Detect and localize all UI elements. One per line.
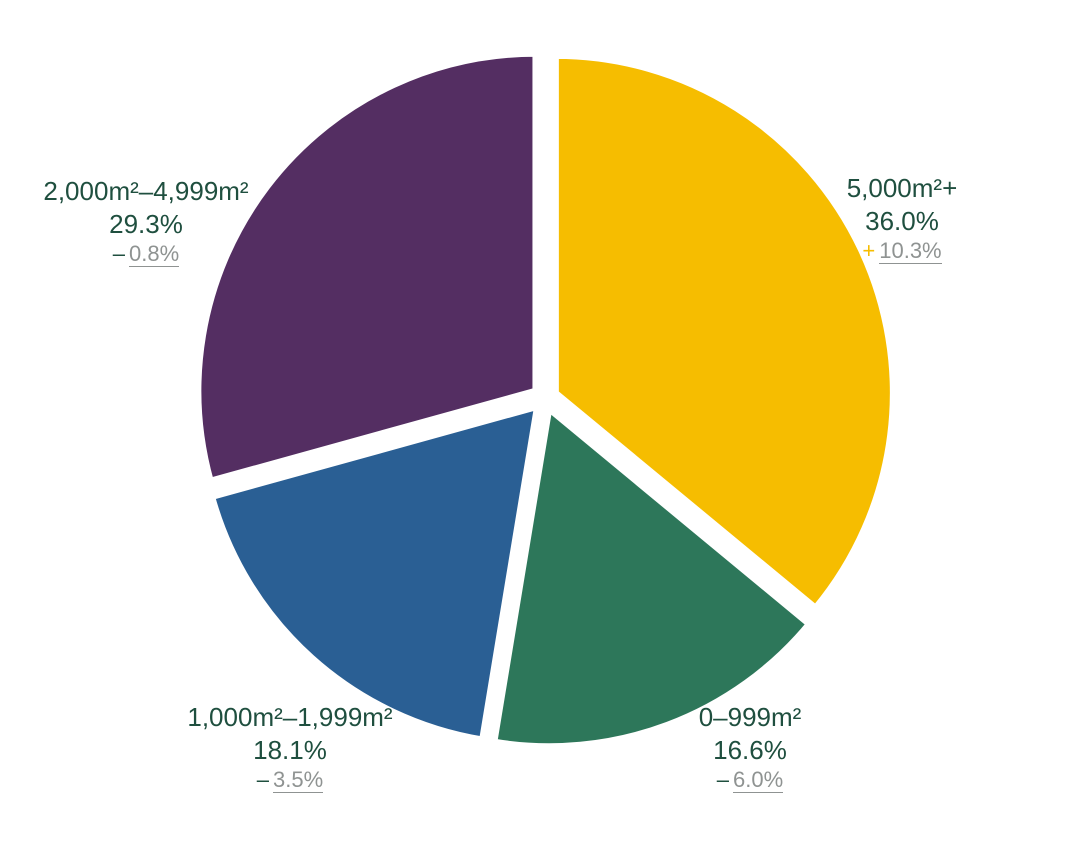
- slice-change: –6.0%: [610, 766, 890, 794]
- slice-category: 5,000m²+: [846, 173, 958, 203]
- change-value: 0.8%: [129, 241, 180, 267]
- slice-change: –3.5%: [150, 766, 430, 794]
- change-sign: –: [112, 241, 126, 266]
- change-value: 3.5%: [273, 767, 324, 793]
- slice-percentage: 36.0%: [865, 205, 939, 236]
- slice-percentage: 16.6%: [713, 734, 787, 765]
- slice-label-1000-1999: 1,000m²–1,999m² 18.1% –3.5%: [150, 701, 430, 794]
- slice-change: –0.8%: [6, 240, 286, 268]
- pie-slice-1000: [209, 403, 540, 743]
- change-sign: +: [862, 238, 876, 263]
- slice-percentage: 18.1%: [253, 734, 327, 765]
- slice-label-0-999: 0–999m² 16.6% –6.0%: [610, 701, 890, 794]
- slice-category: 1,000m²–1,999m²: [187, 702, 393, 732]
- slice-category: 0–999m²: [698, 702, 802, 732]
- pie-slice-5000: [552, 52, 896, 611]
- change-sign: –: [716, 767, 730, 792]
- pie-slice-0: [491, 406, 812, 750]
- change-sign: –: [256, 767, 270, 792]
- slice-label-5000-plus: 5,000m²+ 36.0% +10.3%: [762, 172, 1042, 265]
- slice-category: 2,000m²–4,999m²: [43, 176, 249, 206]
- slice-percentage: 29.3%: [109, 208, 183, 239]
- slice-label-2000-4999: 2,000m²–4,999m² 29.3% –0.8%: [6, 175, 286, 268]
- slice-change: +10.3%: [762, 237, 1042, 265]
- pie-slice-2000: [195, 50, 539, 484]
- change-value: 10.3%: [879, 238, 942, 264]
- change-value: 6.0%: [733, 767, 784, 793]
